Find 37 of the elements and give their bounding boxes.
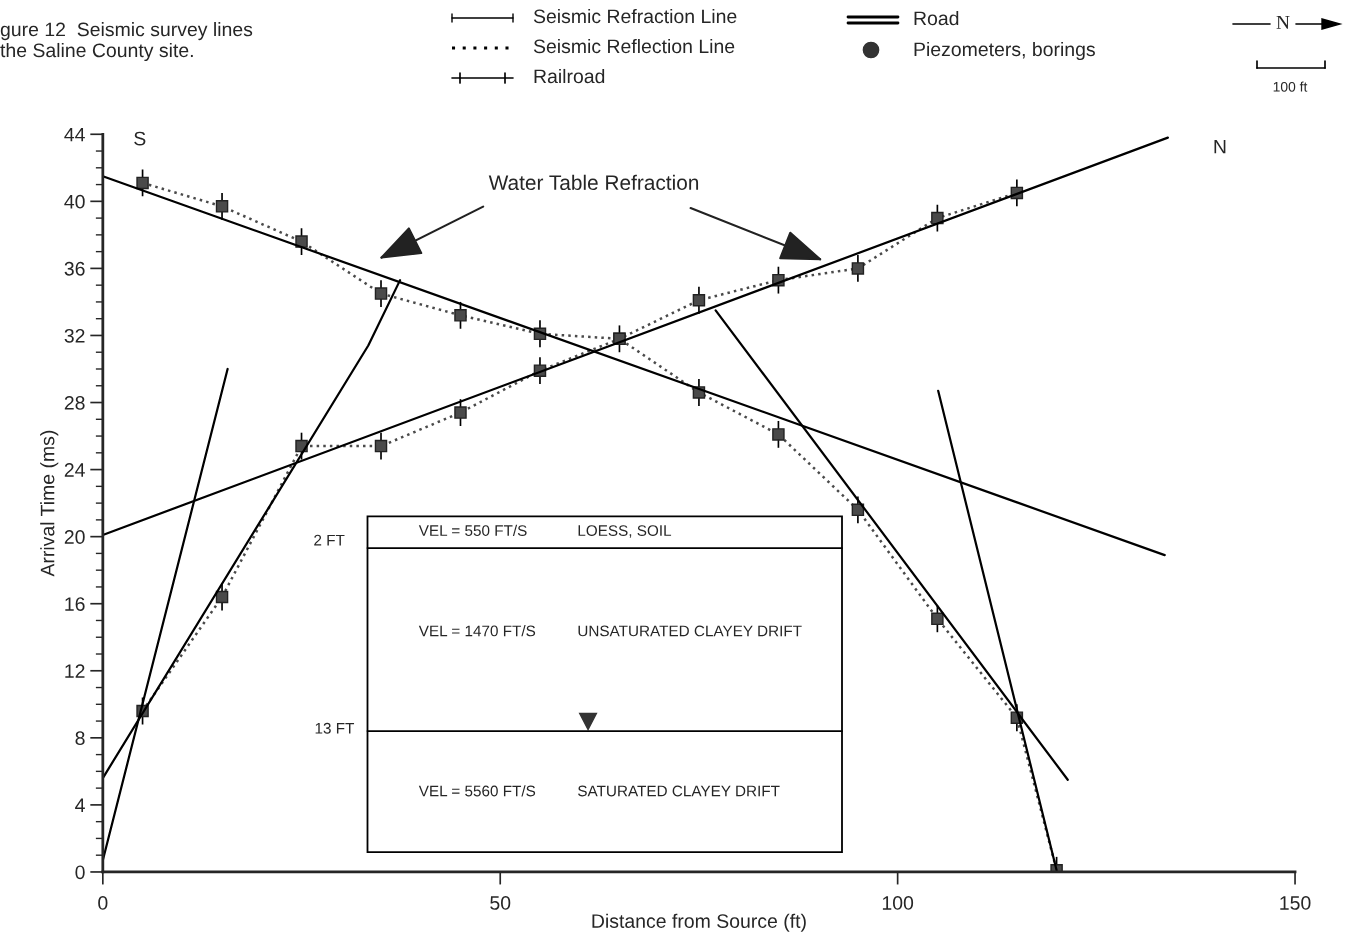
y-tick-label: 12 — [65, 664, 85, 678]
chart-title: gure 12 Seismic survey lines the Saline County site. — [0, 22, 253, 62]
y-tick-label: 44 — [64, 127, 85, 142]
y-tick-label: 20 — [64, 530, 85, 544]
x-tick-label: 100 — [882, 896, 914, 910]
annotation: S — [134, 131, 146, 146]
annotation: SATURATED CLAYEY DRIFT — [578, 785, 780, 797]
annotation: 13 FT — [315, 722, 355, 734]
y-axis-title: Arrival Time (ms) — [40, 430, 59, 577]
y-tick-label: 40 — [64, 194, 85, 209]
x-tick-label: 50 — [490, 896, 511, 910]
annotation: LOESS, SOIL — [578, 525, 672, 538]
y-tick-label: 28 — [64, 395, 85, 410]
annotation: 2 FT — [314, 534, 345, 546]
text: Road — [914, 10, 959, 26]
text: Railroad — [534, 68, 605, 84]
annotation: VEL = 1470 FT/S — [418, 625, 536, 637]
y-tick-label: 32 — [64, 328, 85, 343]
annotation: VEL = 550 FT/S — [418, 524, 527, 536]
text: Piezometers, borings — [914, 41, 1095, 61]
x-tick-label: 150 — [1280, 896, 1311, 910]
annotation: VEL = 5560 FT/S — [418, 785, 536, 797]
text: N — [1276, 15, 1290, 29]
y-tick-label: 4 — [75, 798, 85, 812]
y-tick-label: 24 — [64, 463, 85, 477]
y-tick-label: 36 — [64, 261, 85, 276]
annotation: UNSATURATED CLAYEY DRIFT — [578, 625, 802, 637]
y-tick-label: 8 — [75, 731, 85, 746]
annotation: Water Table Refraction — [488, 174, 699, 191]
text: Seismic Reflection Line — [533, 38, 735, 54]
text: 100 ft — [1273, 81, 1308, 92]
y-tick-label: 0 — [75, 865, 85, 880]
x-axis-title: Distance from Source (ft) — [592, 913, 806, 932]
annotation: N — [1214, 139, 1226, 154]
text: Seismic Refraction Line — [533, 8, 737, 24]
y-tick-label: 16 — [65, 597, 85, 611]
x-tick-label: 0 — [98, 896, 108, 910]
